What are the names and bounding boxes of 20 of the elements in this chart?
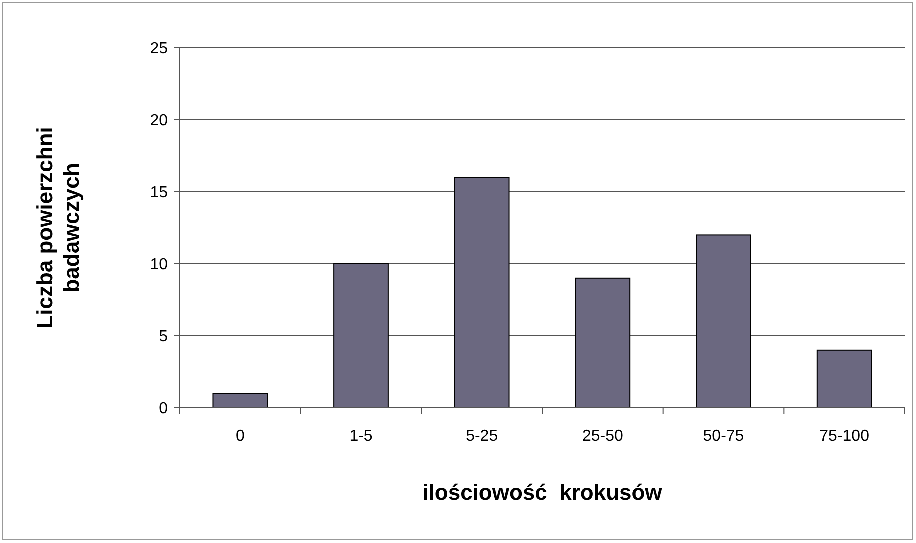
bar [575,278,631,408]
x-tick-label: 1-5 [350,428,373,445]
x-tick-label: 5-25 [466,428,498,445]
x-tick-label: 25-50 [582,428,624,445]
bar [334,264,389,408]
bar [212,393,268,408]
y-tick-label: 0 [159,400,168,418]
y-tick-label: 5 [159,328,168,346]
y-tick-label: 20 [150,112,168,130]
x-axis-title: ilościowość krokusów [422,480,664,505]
bar [696,234,752,408]
y-tick-label: 25 [150,40,168,58]
y-tick-label: 10 [150,256,168,274]
y-axis-title: Liczba powierzchni badawczych [32,127,84,329]
bar [816,350,872,408]
x-tick-label: 0 [236,428,245,445]
bar [454,177,510,408]
x-tick-label: 50-75 [703,428,744,445]
y-tick-label: 15 [150,184,168,202]
x-tick-label: 75-100 [820,428,870,445]
